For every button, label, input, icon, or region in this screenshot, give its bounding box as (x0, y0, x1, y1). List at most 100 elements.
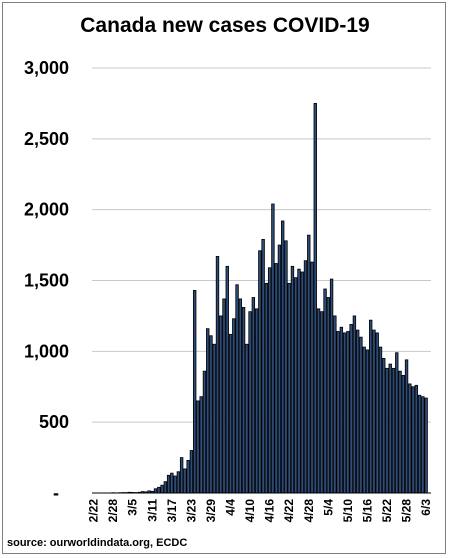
bar (219, 315, 223, 494)
bars (92, 103, 431, 494)
bar (166, 474, 171, 494)
bar (196, 400, 200, 494)
bar (395, 352, 399, 494)
bar (212, 343, 216, 494)
bar (186, 460, 190, 494)
bar (157, 486, 161, 494)
bar (254, 308, 259, 494)
bar (202, 370, 207, 494)
bar (320, 311, 324, 494)
bar (316, 308, 321, 494)
x-tick-label: 4/16 (263, 499, 277, 523)
y-tick-label: 1,000 (24, 341, 69, 361)
bar (281, 220, 285, 494)
bar (414, 384, 419, 494)
y-tick-label: 1,500 (24, 271, 69, 291)
bar (277, 244, 282, 494)
bar (238, 298, 242, 494)
bar (408, 383, 412, 494)
bar (355, 329, 360, 494)
bar (290, 265, 295, 494)
bar (215, 256, 220, 494)
y-tick-label: - (53, 483, 59, 503)
y-tick-label: 2,500 (24, 129, 69, 149)
bar (251, 297, 256, 494)
bar (421, 396, 425, 494)
bar (424, 397, 428, 494)
bar (313, 103, 317, 494)
bar (287, 282, 291, 494)
bar (222, 298, 226, 494)
x-tick-label: 5/28 (400, 499, 414, 523)
x-tick-label: 4/4 (224, 499, 238, 516)
x-tick-label: 6/3 (419, 499, 433, 516)
bar (241, 307, 246, 494)
bar (258, 250, 262, 494)
bar (274, 263, 278, 494)
bar (261, 239, 265, 494)
bar (398, 370, 402, 494)
bar (417, 394, 422, 494)
x-tick-label: 5/10 (341, 499, 355, 523)
bar (160, 484, 164, 494)
bar (192, 290, 197, 494)
bar (372, 329, 376, 494)
y-tick-label: 2,000 (24, 200, 69, 220)
x-tick-label: 4/10 (243, 499, 257, 523)
bar (163, 481, 168, 494)
x-tick-label: 2/28 (106, 499, 120, 523)
bar (170, 472, 174, 494)
bar (267, 267, 272, 494)
bar (232, 318, 236, 494)
bar (359, 336, 363, 494)
bar (404, 359, 409, 494)
x-tick-label: 4/22 (282, 499, 296, 523)
bar (385, 367, 389, 494)
x-tick-label: 5/4 (321, 499, 335, 516)
x-tick-label: 3/29 (204, 499, 218, 523)
x-tick-label: 3/17 (165, 499, 179, 523)
bar (411, 386, 415, 494)
y-axis-ticks: - 500 1,000 1,500 2,000 2,500 3,000 (24, 58, 69, 503)
bar (189, 450, 194, 494)
bar (300, 271, 304, 494)
bar (342, 332, 347, 494)
bar (339, 326, 344, 494)
y-tick-label: 500 (39, 412, 69, 432)
bar (294, 277, 298, 494)
bar (375, 332, 379, 494)
bar (346, 331, 350, 494)
bar (284, 240, 288, 494)
bar (228, 333, 233, 494)
source-note: source: ourworldindata.org, ECDC (7, 537, 188, 549)
bar (329, 278, 334, 494)
bar (199, 396, 203, 494)
bar (303, 260, 308, 494)
bar (307, 234, 311, 494)
x-tick-label: 3/11 (145, 499, 159, 522)
bar (391, 367, 396, 494)
bar (382, 358, 386, 494)
bar (225, 265, 229, 494)
bar (352, 315, 357, 494)
bar (323, 288, 327, 494)
x-tick-label: 4/28 (302, 499, 316, 523)
bar (173, 475, 177, 494)
x-tick-label: 5/22 (380, 499, 394, 523)
bar (153, 488, 158, 494)
bar (206, 328, 210, 494)
bar (264, 282, 269, 494)
bar (349, 324, 353, 494)
bar (297, 268, 301, 494)
bar (248, 311, 252, 494)
bar (333, 315, 337, 494)
bar (378, 346, 383, 494)
x-axis-ticks: 2/22 2/28 3/5 3/11 3/17 3/23 3/29 4/4 4/10 4/16 4/… (87, 499, 433, 523)
bar (401, 375, 405, 494)
bar (310, 261, 314, 494)
bar (362, 346, 366, 494)
bar (176, 471, 181, 494)
bar (326, 297, 331, 494)
bar (235, 284, 239, 494)
